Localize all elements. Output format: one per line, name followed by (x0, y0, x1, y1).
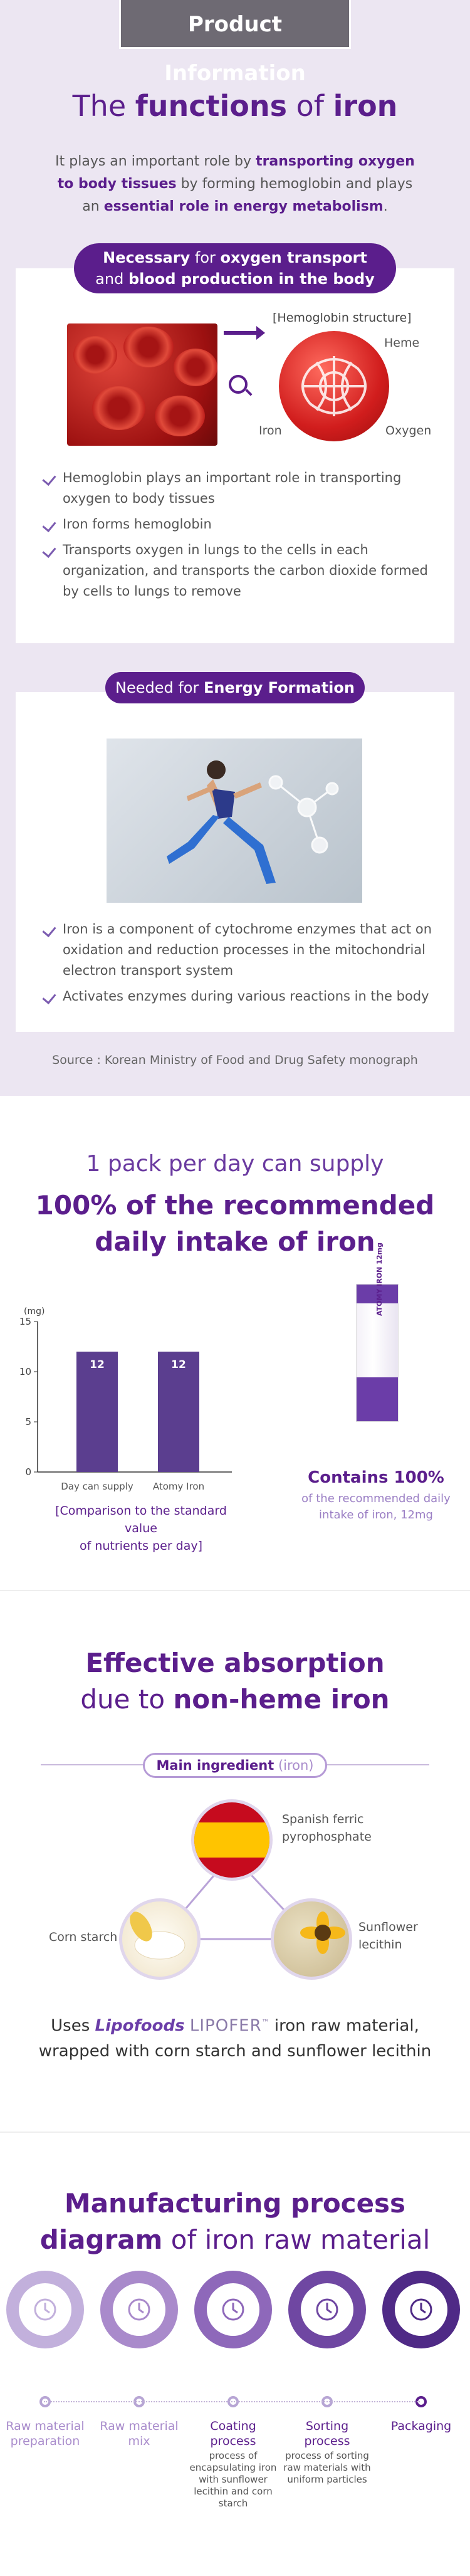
contains-label: Contains 100% (308, 1468, 444, 1487)
daily-intake-bar-chart: (mg) 0 5 10 15 12 Day can supply 12 Atomy Iron (19, 1306, 232, 1492)
process-section: Manufacturing process diagram of iron ra… (0, 2133, 470, 2575)
process-step-circle (382, 2271, 460, 2348)
y-tick-label: 15 (19, 1316, 31, 1327)
bar (158, 1352, 199, 1472)
bar-value-label: 12 (171, 1359, 186, 1371)
sorting-icon (301, 2283, 353, 2336)
process-step-label: Sorting process (304, 2419, 350, 2448)
energy-formation-card: Iron is a component of cytochrome enzyme… (16, 692, 454, 1032)
functions-description: It plays an important role by transporti… (55, 154, 415, 214)
process-timeline (44, 2401, 420, 2402)
process-step-label: Raw material preparation (6, 2419, 85, 2448)
bar-value-label: 12 (90, 1359, 105, 1371)
functions-section: Product Information The functions of iro… (0, 0, 470, 1096)
daily-intake-section: 1 pack per day can supply 100% of the re… (0, 1096, 470, 1591)
corn-starch-label: Corn starch (49, 1930, 118, 1944)
arrow-icon (224, 326, 265, 340)
oxygen-check-list: Hemoglobin plays an important role in tr… (44, 468, 432, 607)
absorption-section: Effective absorption due to non-heme iro… (0, 1591, 470, 2133)
hemoglobin-structure-label: [Hemoglobin structure] (273, 311, 412, 325)
coating-icon (207, 2283, 259, 2336)
process-step-label: Packaging (390, 2419, 452, 2433)
spanish-ferric-label: Spanish ferric pyrophosphate (282, 1812, 372, 1844)
functions-title: The functions of iron (72, 89, 398, 123)
product-information-tab: Product Information (119, 0, 351, 86)
spain-flag-icon (191, 1799, 273, 1881)
daily-intake-subtitle: 1 pack per day can supply (86, 1151, 384, 1177)
energy-check-list: Iron is a component of cytochrome enzyme… (44, 919, 432, 1012)
ingredient-triangle (157, 1853, 314, 1940)
heme-label: Heme (384, 336, 420, 350)
check-item: Activates enzymes during various reactio… (44, 986, 432, 1007)
energy-formation-pill: Needed for Energy Formation (105, 672, 365, 703)
check-item: Hemoglobin plays an important role in tr… (44, 468, 432, 509)
contains-sublabel: of the recommended daily intake of iron,… (301, 1492, 451, 1522)
red-blood-cells-image (67, 323, 217, 446)
packaging-icon (395, 2283, 447, 2336)
magnifier-icon (229, 375, 248, 394)
check-item: Iron forms hemoglobin (44, 514, 432, 535)
y-tick-label: 0 (25, 1466, 31, 1478)
x-category-label: Day can supply (61, 1481, 133, 1492)
process-title: Manufacturing process (64, 2188, 406, 2219)
lipofoods-logo: Lipofoods (95, 2016, 185, 2036)
absorption-title: Effective absorption (85, 1648, 385, 1678)
absorption-subtitle: due to non-heme iron (80, 1684, 390, 1715)
oxygen-transport-card: [Hemoglobin structure] Heme Iron Oxygen … (16, 268, 454, 643)
mixer-icon (113, 2283, 165, 2336)
process-step-circle (6, 2271, 84, 2348)
process-step-circle (194, 2271, 272, 2348)
y-tick-label: 5 (25, 1416, 31, 1427)
check-item: Iron is a component of cytochrome enzyme… (44, 919, 432, 981)
process-step-label: Coating process (210, 2419, 256, 2448)
process-step-circle (100, 2271, 178, 2348)
chart-note: [Comparison to the standard value of nut… (55, 1504, 227, 1553)
oxygen-transport-pill: Necessary for oxygen transport and blood… (74, 243, 396, 293)
process-step-label: Raw material mix (100, 2419, 179, 2448)
y-axis-unit: (mg) (24, 1306, 44, 1317)
iron-label: Iron (259, 424, 282, 438)
y-tick-label: 10 (19, 1366, 31, 1377)
process-subtitle: diagram of iron raw material (39, 2224, 431, 2255)
process-step-description: process of encapsulating iron with sunfl… (189, 2450, 277, 2509)
sunflower-lecithin-label: Sunflower lecithin (358, 1920, 418, 1952)
clock-icon (19, 2283, 71, 2336)
main-ingredient-pill: Main ingredient (iron) (143, 1753, 327, 1778)
corn-starch-image (119, 1898, 201, 1980)
hemoglobin-molecule-image (279, 331, 389, 441)
check-item: Transports oxygen in lungs to the cells … (44, 540, 432, 602)
x-category-label: Atomy Iron (153, 1481, 204, 1492)
daily-intake-title: 100% of the recommended daily intake of … (35, 1190, 435, 1257)
sunflower-image (271, 1898, 352, 1980)
source-note: Source : Korean Ministry of Food and Dru… (52, 1053, 418, 1067)
runner-image (107, 739, 362, 903)
bar (76, 1352, 118, 1472)
lipofer-logo: LIPOFER (189, 2016, 262, 2036)
product-stick-image: ATOMY IRON 12mg (356, 1243, 399, 1422)
process-step-description: process of sorting raw materials with un… (283, 2450, 371, 2485)
oxygen-label: Oxygen (385, 424, 432, 438)
lipofer-description: Uses Lipofoods LIPOFER™ iron raw materia… (38, 2016, 432, 2061)
process-step-circle (288, 2271, 366, 2348)
